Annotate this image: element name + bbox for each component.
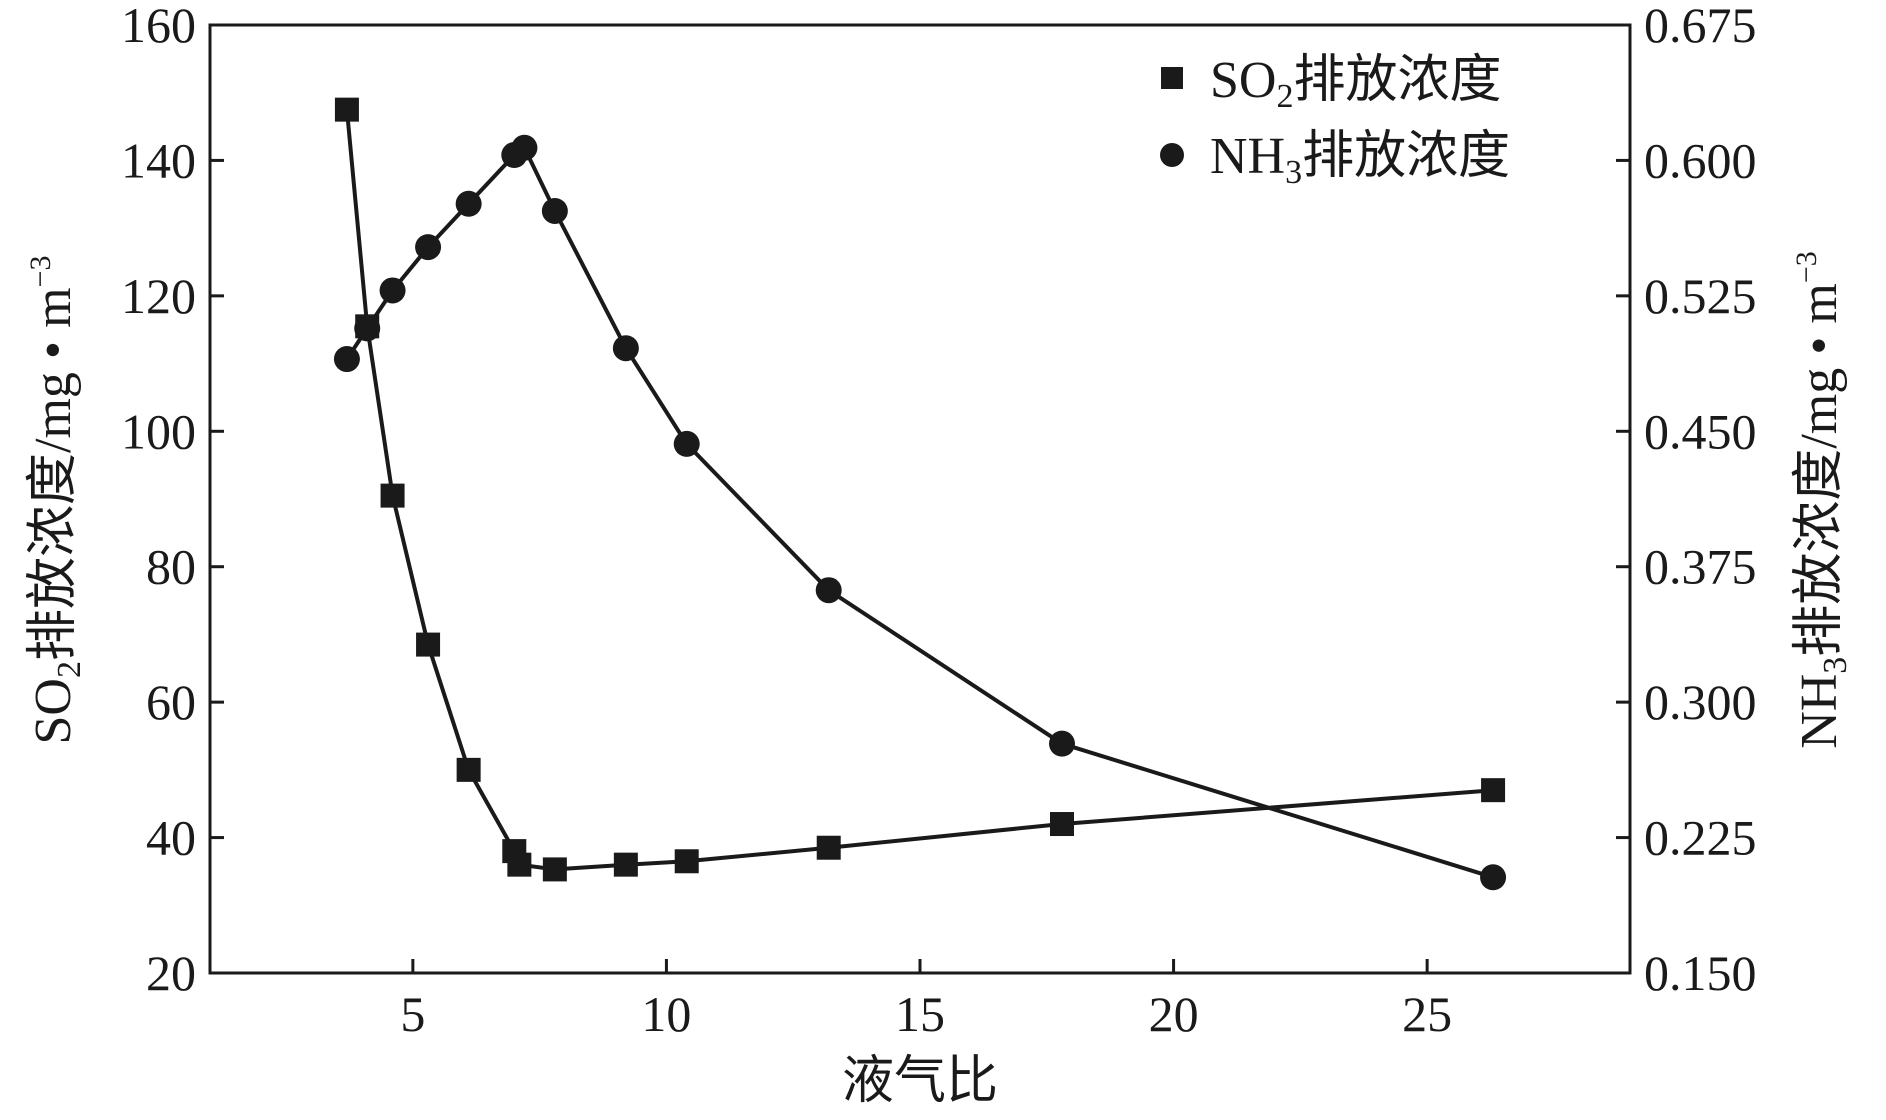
left-y-axis-label: SO2排放浓度/mg • m−3 — [24, 256, 88, 745]
left-y-tick-label: 100 — [121, 403, 196, 459]
left-y-tick-label: 160 — [121, 0, 196, 53]
data-point-nh3 — [511, 134, 538, 161]
legend-marker-so2 — [1161, 67, 1183, 89]
data-point-so2 — [1050, 812, 1074, 837]
right-y-tick-label: 0.375 — [1644, 539, 1757, 595]
right-y-tick-label: 0.600 — [1644, 132, 1757, 188]
legend: SO2排放浓度 NH3排放浓度 — [1160, 52, 1510, 191]
data-point-nh3 — [333, 346, 360, 373]
data-point-so2 — [542, 857, 567, 882]
left-y-tick-label: 60 — [146, 674, 196, 730]
left-y-tick-label: 40 — [146, 810, 196, 866]
legend-label-nh3: NH3排放浓度 — [1210, 128, 1510, 191]
data-point-nh3 — [612, 335, 639, 362]
right-y-axis-label: NH3排放浓度/mg • m−3 — [1790, 251, 1854, 749]
data-point-nh3 — [1480, 864, 1507, 891]
x-tick-label: 20 — [1149, 986, 1199, 1042]
left-y-axis-ticks: 20 40 60 80 100 120 140 160 — [121, 0, 224, 1001]
data-point-so2 — [674, 849, 699, 874]
x-axis-ticks: 5 10 15 20 25 — [400, 959, 1452, 1042]
x-tick-label: 5 — [400, 986, 425, 1042]
data-point-so2 — [1481, 778, 1506, 803]
data-point-so2 — [334, 97, 359, 122]
left-y-tick-label: 80 — [146, 539, 196, 595]
x-axis-label: 液气比 — [842, 1053, 998, 1110]
series-line-nh3 — [345, 145, 1494, 880]
data-point-nh3 — [354, 315, 381, 342]
right-y-tick-label: 0.675 — [1644, 0, 1757, 53]
data-point-nh3 — [455, 190, 482, 217]
series-line-so2 — [344, 109, 1494, 872]
data-point-nh3 — [815, 577, 842, 604]
left-y-tick-label: 140 — [121, 132, 196, 188]
right-y-tick-label: 0.450 — [1644, 403, 1757, 459]
data-point-so2 — [456, 757, 481, 782]
data-point-nh3 — [1049, 730, 1075, 757]
data-point-so2 — [507, 852, 532, 877]
data-point-nh3 — [415, 234, 442, 261]
legend-label-so2: SO2排放浓度 — [1210, 52, 1502, 115]
data-point-nh3 — [673, 430, 700, 457]
series-layer — [333, 97, 1507, 891]
right-y-axis-ticks: 0.150 0.225 0.300 0.375 0.450 0.525 0.600 0.675 — [1616, 0, 1757, 1001]
data-point-nh3 — [379, 277, 406, 304]
data-point-so2 — [613, 852, 638, 877]
data-point-nh3 — [541, 197, 568, 224]
left-y-tick-label: 20 — [146, 945, 196, 1001]
data-point-so2 — [380, 483, 405, 508]
right-y-tick-label: 0.525 — [1644, 268, 1757, 324]
left-y-tick-label: 120 — [121, 268, 196, 324]
legend-marker-nh3 — [1160, 143, 1184, 167]
x-tick-label: 25 — [1402, 986, 1452, 1042]
x-tick-label: 10 — [641, 986, 691, 1042]
right-y-tick-label: 0.225 — [1644, 810, 1757, 866]
right-y-tick-label: 0.300 — [1644, 674, 1757, 730]
data-point-so2 — [816, 835, 841, 860]
right-y-tick-label: 0.150 — [1644, 945, 1757, 1001]
x-tick-label: 15 — [895, 986, 945, 1042]
data-point-so2 — [416, 632, 441, 657]
